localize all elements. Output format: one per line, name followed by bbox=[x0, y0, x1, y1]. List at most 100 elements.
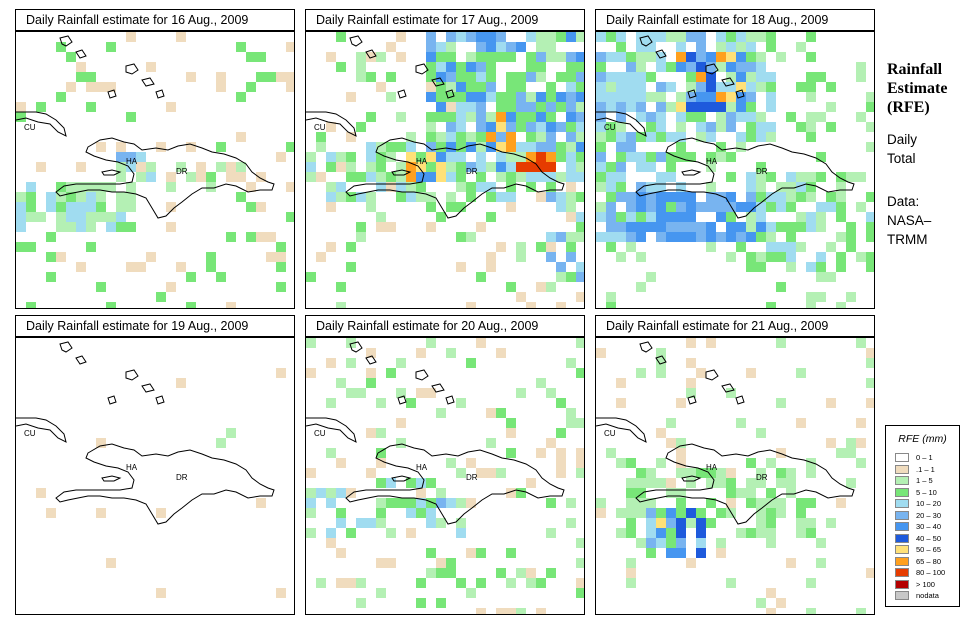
rainfall-cell bbox=[616, 182, 626, 192]
rainfall-cell bbox=[186, 172, 196, 182]
rainfall-cell bbox=[706, 498, 716, 508]
rainfall-cell bbox=[546, 252, 556, 262]
rainfall-cell bbox=[516, 122, 526, 132]
rainfall-cell bbox=[406, 478, 416, 488]
rainfall-cell bbox=[846, 172, 856, 182]
rainfall-cell bbox=[56, 202, 66, 212]
rainfall-cell bbox=[446, 202, 456, 212]
rainfall-cell bbox=[656, 192, 666, 202]
rainfall-cell bbox=[686, 378, 696, 388]
rainfall-cell bbox=[626, 232, 636, 242]
rainfall-cell bbox=[676, 132, 686, 142]
rainfall-cell bbox=[116, 162, 126, 172]
coastline bbox=[687, 89, 697, 99]
rainfall-cell bbox=[626, 498, 636, 508]
rainfall-cell bbox=[506, 162, 516, 172]
rainfall-cell bbox=[616, 92, 626, 102]
rainfall-cell bbox=[776, 448, 786, 458]
rainfall-cell bbox=[686, 212, 696, 222]
rainfall-cell bbox=[446, 142, 456, 152]
rainfall-cell bbox=[696, 538, 706, 548]
rainfall-cell bbox=[676, 182, 686, 192]
rainfall-cell bbox=[16, 192, 26, 202]
rainfall-cell bbox=[666, 488, 676, 498]
rainfall-cell bbox=[416, 172, 426, 182]
rainfall-cell bbox=[526, 92, 536, 102]
rainfall-cell bbox=[516, 42, 526, 52]
rainfall-cell bbox=[306, 338, 316, 348]
rainfall-cell bbox=[786, 468, 796, 478]
rainfall-cell bbox=[536, 142, 546, 152]
rainfall-cell bbox=[606, 132, 616, 142]
rainfall-cell bbox=[276, 72, 286, 82]
rainfall-cell bbox=[206, 172, 216, 182]
rainfall-cell bbox=[46, 192, 56, 202]
legend-swatch bbox=[895, 591, 909, 600]
rainfall-cell bbox=[516, 388, 526, 398]
rainfall-cell bbox=[376, 498, 386, 508]
rainfall-cell bbox=[766, 102, 776, 112]
rainfall-cell bbox=[336, 162, 346, 172]
rainfall-cell bbox=[626, 242, 636, 252]
rainfall-cell bbox=[226, 428, 236, 438]
rainfall-cell bbox=[856, 62, 866, 72]
rainfall-cell bbox=[326, 498, 336, 508]
country-label-cuba: CU bbox=[314, 123, 326, 132]
rainfall-cell bbox=[746, 262, 756, 272]
rainfall-cell bbox=[556, 92, 566, 102]
rainfall-cell bbox=[606, 122, 616, 132]
rainfall-cell bbox=[226, 172, 236, 182]
rainfall-cell bbox=[596, 498, 606, 508]
rainfall-cell bbox=[456, 578, 466, 588]
rainfall-cell bbox=[336, 192, 346, 202]
rainfall-cell bbox=[746, 232, 756, 242]
rainfall-cell bbox=[666, 202, 676, 212]
rainfall-cell bbox=[576, 588, 584, 598]
rainfall-cell bbox=[466, 232, 476, 242]
rainfall-cell bbox=[256, 52, 266, 62]
rainfall-cell bbox=[566, 232, 576, 242]
rainfall-cell bbox=[726, 578, 736, 588]
rainfall-cell bbox=[96, 282, 106, 292]
rainfall-cell bbox=[616, 82, 626, 92]
rainfall-cell bbox=[516, 112, 526, 122]
rainfall-cell bbox=[496, 32, 506, 42]
rainfall-cell bbox=[326, 358, 336, 368]
rainfall-cell bbox=[486, 192, 496, 202]
rainfall-cell bbox=[656, 458, 666, 468]
rainfall-cell bbox=[256, 498, 266, 508]
rainfall-cell bbox=[676, 458, 686, 468]
rainfall-cell bbox=[676, 398, 686, 408]
rainfall-cell bbox=[656, 182, 666, 192]
rainfall-cell bbox=[396, 52, 406, 62]
rainfall-cell bbox=[326, 122, 336, 132]
rainfall-cell bbox=[306, 162, 316, 172]
rainfall-cell bbox=[536, 122, 546, 132]
rainfall-cell bbox=[616, 52, 626, 62]
country-label-haiti: HA bbox=[706, 157, 718, 166]
rainfall-cell bbox=[386, 368, 396, 378]
rainfall-cell bbox=[776, 398, 786, 408]
rainfall-cell bbox=[286, 182, 294, 192]
rainfall-cell bbox=[686, 232, 696, 242]
rainfall-cell bbox=[556, 202, 566, 212]
rainfall-cell bbox=[766, 242, 776, 252]
rainfall-cell bbox=[716, 202, 726, 212]
rainfall-cell bbox=[186, 142, 196, 152]
rainfall-cell bbox=[506, 42, 516, 52]
rainfall-cell bbox=[306, 172, 316, 182]
rainfall-cell bbox=[236, 172, 246, 182]
legend-title: RFE (mm) bbox=[898, 433, 947, 445]
rainfall-cell bbox=[836, 202, 846, 212]
rainfall-cell bbox=[526, 302, 536, 308]
rainfall-cell bbox=[556, 152, 566, 162]
rainfall-cell bbox=[446, 52, 456, 62]
rainfall-cell bbox=[766, 528, 776, 538]
rainfall-cell bbox=[126, 222, 136, 232]
rainfall-cell bbox=[46, 272, 56, 282]
map-canvas: CU HA DR bbox=[596, 32, 874, 308]
rainfall-cell bbox=[486, 212, 496, 222]
rainfall-cell bbox=[806, 468, 816, 478]
rainfall-cell bbox=[506, 72, 516, 82]
rainfall-cell bbox=[476, 162, 486, 172]
